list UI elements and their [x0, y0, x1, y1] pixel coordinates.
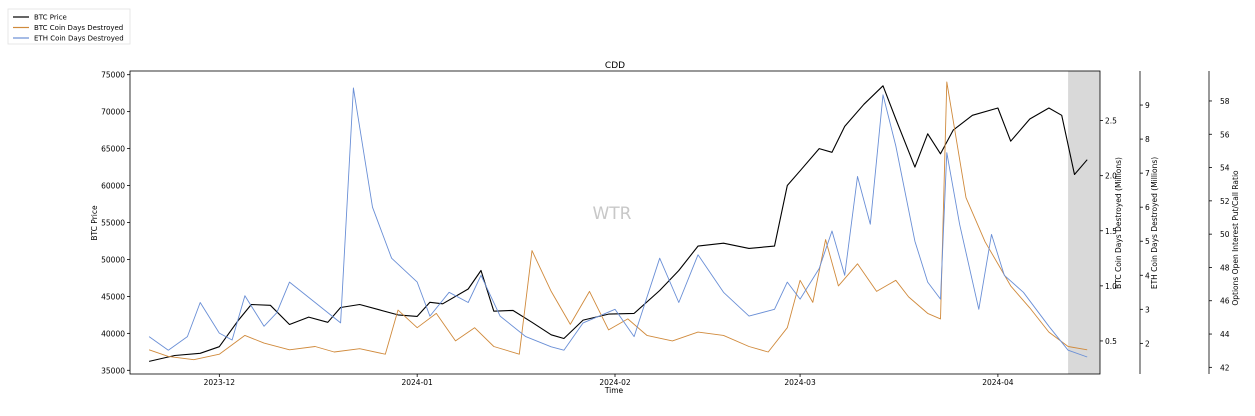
- y-right2-tick-label: 3: [1145, 305, 1150, 314]
- left-axis-label: BTC Price: [90, 205, 99, 241]
- axes-group: 2023-12 2024-01 2024-02 2024-03 2024-0435000…: [101, 70, 1230, 387]
- y-left-tick-label: 45000: [101, 292, 125, 301]
- y-right1-tick-label: 1.5: [1105, 227, 1117, 236]
- y-right1-tick-label: 0.5: [1105, 337, 1117, 346]
- y-right2-tick-label: 7: [1145, 169, 1150, 178]
- y-right3-tick-label: 52: [1220, 197, 1230, 206]
- legend-label: BTC Coin Days Destroyed: [34, 24, 123, 32]
- y-right3-tick-label: 44: [1220, 330, 1230, 339]
- x-tick-label: 2024-03: [784, 378, 816, 387]
- right2-axis-label: ETH Coin Days Destroyed (Millions): [1150, 157, 1159, 289]
- y-left-tick-label: 50000: [101, 255, 125, 264]
- y-left-tick-label: 40000: [101, 329, 125, 338]
- right1-axis-label: BTC Coin Days Destroyed (Millions): [1114, 157, 1123, 289]
- y-right2-tick-label: 5: [1145, 237, 1150, 246]
- y-left-tick-label: 75000: [101, 71, 125, 80]
- series-group: [148, 81, 1088, 362]
- y-right2-tick-label: 2: [1145, 339, 1150, 348]
- y-left-tick-label: 65000: [101, 145, 125, 154]
- y-right3-tick-label: 48: [1220, 263, 1230, 272]
- highlight-span-group: [1068, 71, 1100, 374]
- x-tick-label: 2024-01: [401, 378, 433, 387]
- y-right3-tick-label: 50: [1220, 230, 1230, 239]
- y-left-tick-label: 70000: [101, 108, 125, 117]
- watermark: WTR: [592, 204, 631, 224]
- series-line-eth-coin-days-destroyed: [148, 87, 1088, 358]
- series-line-btc-coin-days-destroyed: [148, 81, 1088, 361]
- y-right2-tick-label: 9: [1145, 101, 1150, 110]
- y-right2-tick-label: 4: [1145, 271, 1150, 280]
- y-left-tick-label: 55000: [101, 219, 125, 228]
- y-right3-tick-label: 56: [1220, 130, 1230, 139]
- x-tick-label: 2024-02: [599, 378, 631, 387]
- x-tick-label: 2023-12: [204, 378, 236, 387]
- y-left-tick-label: 60000: [101, 182, 125, 191]
- y-right1-tick-label: 1.0: [1105, 282, 1117, 291]
- right3-axis-label: Options Open Interest Put/Call Ratio: [1231, 170, 1240, 306]
- x-axis-label: Time: [604, 386, 624, 395]
- legend-label: ETH Coin Days Destroyed: [34, 35, 124, 43]
- y-right2-tick-label: 6: [1145, 203, 1150, 212]
- y-right1-tick-label: 2.0: [1105, 172, 1117, 181]
- y-right3-tick-label: 42: [1220, 363, 1230, 372]
- legend-label: BTC Price: [34, 14, 67, 22]
- highlight-span: [1068, 71, 1100, 374]
- legend: BTC Price BTC Coin Days Destroyed ETH Coin…: [7, 8, 131, 45]
- chart-title: CDD: [605, 61, 625, 71]
- y-left-tick-label: 35000: [101, 366, 125, 375]
- x-tick-label: 2024-04: [982, 378, 1014, 387]
- y-right3-tick-label: 46: [1220, 297, 1230, 306]
- y-right3-tick-label: 58: [1220, 97, 1230, 106]
- y-right2-tick-label: 8: [1145, 135, 1150, 144]
- y-right1-tick-label: 2.5: [1105, 117, 1117, 126]
- y-right3-tick-label: 54: [1220, 164, 1230, 173]
